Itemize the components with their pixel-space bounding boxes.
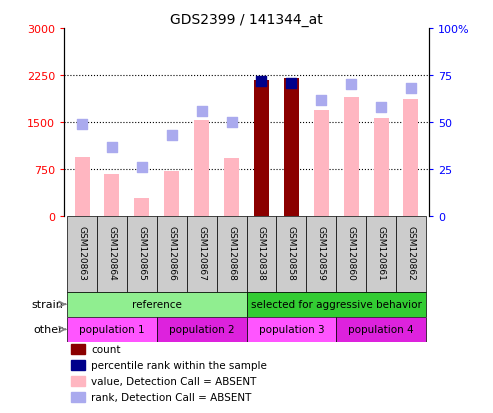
Text: population 1: population 1 — [79, 325, 145, 335]
Point — [138, 165, 146, 171]
Text: GSM120865: GSM120865 — [138, 226, 146, 280]
Bar — [97, 217, 127, 292]
Point — [407, 86, 415, 93]
Bar — [344, 98, 358, 217]
Bar — [314, 110, 329, 217]
Bar — [71, 360, 85, 370]
Point — [287, 80, 295, 87]
Text: population 3: population 3 — [258, 325, 324, 335]
Point — [377, 104, 385, 111]
Bar — [67, 217, 97, 292]
Point — [317, 97, 325, 104]
Text: GSM120867: GSM120867 — [197, 226, 206, 280]
Text: selected for aggressive behavior: selected for aggressive behavior — [251, 299, 422, 309]
Text: GSM120862: GSM120862 — [406, 226, 416, 280]
Bar — [246, 317, 336, 342]
Bar — [71, 376, 85, 386]
Text: GSM120868: GSM120868 — [227, 226, 236, 280]
Bar — [216, 217, 246, 292]
Text: GSM120859: GSM120859 — [317, 226, 326, 280]
Bar — [74, 157, 90, 217]
Bar — [246, 292, 426, 317]
Point — [347, 82, 355, 88]
Bar — [71, 344, 85, 355]
Bar — [67, 317, 157, 342]
Bar — [105, 174, 119, 217]
Bar — [187, 217, 216, 292]
Bar — [366, 217, 396, 292]
Text: percentile rank within the sample: percentile rank within the sample — [92, 360, 267, 370]
Bar — [396, 217, 426, 292]
Bar — [127, 217, 157, 292]
Text: GSM120864: GSM120864 — [107, 226, 116, 280]
Bar — [224, 159, 239, 217]
Text: GSM120838: GSM120838 — [257, 226, 266, 280]
Text: reference: reference — [132, 299, 182, 309]
Point — [108, 144, 116, 151]
Point — [168, 133, 176, 139]
Bar — [403, 100, 419, 217]
Point — [228, 120, 236, 126]
Bar — [246, 217, 277, 292]
Point — [257, 78, 265, 85]
Bar — [157, 217, 187, 292]
Bar — [277, 217, 306, 292]
Text: strain: strain — [32, 299, 64, 309]
Text: population 2: population 2 — [169, 325, 235, 335]
Point — [198, 108, 206, 115]
Text: GSM120863: GSM120863 — [77, 226, 87, 280]
Bar — [67, 292, 246, 317]
Bar — [284, 78, 299, 217]
Point — [78, 121, 86, 128]
Bar — [306, 217, 336, 292]
Text: value, Detection Call = ABSENT: value, Detection Call = ABSENT — [92, 376, 257, 386]
Bar — [336, 317, 426, 342]
Text: GSM120866: GSM120866 — [167, 226, 176, 280]
Text: GSM120858: GSM120858 — [287, 226, 296, 280]
Bar — [157, 317, 246, 342]
Bar — [71, 392, 85, 401]
Bar — [336, 217, 366, 292]
Text: other: other — [34, 325, 64, 335]
Text: GSM120861: GSM120861 — [377, 226, 386, 280]
Title: GDS2399 / 141344_at: GDS2399 / 141344_at — [170, 12, 323, 26]
Bar — [194, 121, 209, 217]
Text: population 4: population 4 — [348, 325, 414, 335]
Bar — [164, 171, 179, 217]
Bar — [254, 81, 269, 217]
Bar — [135, 198, 149, 217]
Bar — [374, 119, 388, 217]
Text: count: count — [92, 344, 121, 355]
Text: GSM120860: GSM120860 — [347, 226, 355, 280]
Text: rank, Detection Call = ABSENT: rank, Detection Call = ABSENT — [92, 392, 252, 401]
